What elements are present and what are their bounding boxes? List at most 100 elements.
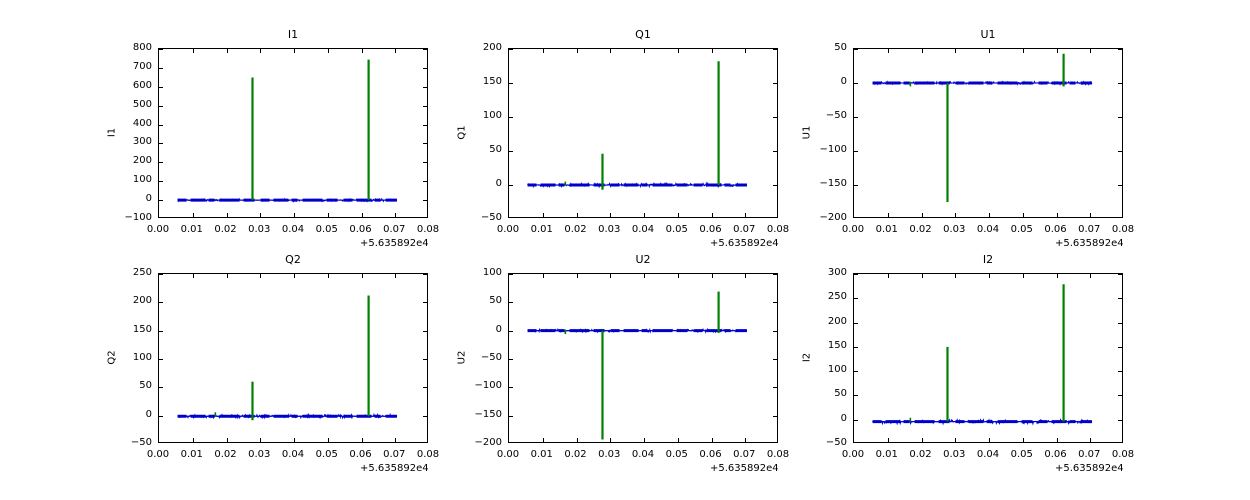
x-tick-mark-top	[989, 274, 990, 278]
x-tick-mark	[542, 213, 544, 217]
x-tick-mark	[989, 213, 990, 217]
y-tick-mark-right	[773, 117, 777, 118]
x-tick-mark-top	[1090, 274, 1092, 278]
x-tick-mark	[361, 213, 363, 217]
x-tick-label: 0.04	[631, 224, 655, 235]
x-tick-label: 0.02	[214, 224, 237, 235]
y-tick-mark-right	[773, 302, 777, 304]
x-tick-label: 0.03	[248, 224, 271, 235]
x-tick-mark	[192, 213, 194, 217]
x-axis-offset-text: +5.635892e4	[360, 463, 429, 474]
y-tick-label: 300	[132, 136, 152, 148]
y-tick-label: 100	[132, 352, 152, 363]
x-tick-label: 0.01	[180, 449, 203, 460]
x-tick-label: 0.06	[1044, 224, 1067, 235]
x-tick-mark-top	[294, 274, 295, 278]
x-tick-mark	[361, 438, 363, 442]
x-tick-label: 0.00	[841, 224, 865, 235]
y-tick-mark-right	[773, 49, 777, 50]
y-tick-label: 500	[132, 98, 152, 110]
subplot-title: Q1	[635, 28, 651, 41]
y-tick-mark-right	[773, 359, 777, 360]
x-tick-label: 0.02	[909, 224, 932, 235]
axes-frame	[853, 273, 1123, 443]
y-tick-label: 200	[827, 315, 847, 327]
x-tick-mark	[610, 213, 612, 217]
x-tick-mark-top	[226, 274, 228, 278]
y-tick-mark	[509, 330, 513, 332]
x-tick-label: 0.05	[315, 449, 338, 460]
y-tick-label: 200	[132, 295, 152, 307]
y-tick-mark-right	[1118, 395, 1122, 397]
y-tick-mark-right	[423, 274, 427, 275]
y-tick-label: −100	[819, 144, 847, 155]
y-tick-mark	[854, 185, 858, 186]
x-tick-mark	[327, 213, 329, 217]
data-series-layer	[872, 53, 1093, 202]
x-tick-mark-top	[1090, 49, 1092, 53]
x-tick-mark	[955, 438, 957, 442]
data-series-layer	[177, 59, 397, 203]
x-tick-label: 0.06	[349, 449, 372, 460]
axes-frame	[158, 48, 428, 218]
x-tick-mark-top	[610, 49, 612, 53]
subplot-q2: Q2 −50 0 50 100 150 200 250 Q2 0.00 0.01 0.02 0.03 0.…	[107, 253, 440, 474]
y-tick-label: −50	[130, 437, 152, 448]
x-tick-label: 0.04	[281, 224, 305, 235]
x-tick-label: 0.04	[976, 449, 1000, 460]
x-tick-label: 0.07	[383, 449, 406, 460]
y-tick-mark-right	[423, 143, 427, 145]
y-tick-label: 100	[482, 110, 502, 121]
x-tick-label: 0.00	[496, 224, 520, 235]
x-tick-label: 0.06	[1044, 449, 1067, 460]
y-tick-mark	[854, 346, 858, 348]
x-tick-label: 0.08	[1111, 449, 1135, 460]
y-tick-mark-right	[423, 181, 427, 183]
y-tick-mark	[854, 298, 858, 300]
subplot-i1: I1 −100 0 100 200 300 400 500 600 700 800 I1 0.00 0.0…	[107, 28, 440, 249]
y-tick-mark	[159, 143, 163, 145]
y-tick-mark	[509, 387, 513, 389]
y-tick-mark-right	[423, 359, 427, 360]
y-tick-label: −150	[819, 178, 847, 189]
y-tick-label: 50	[834, 388, 847, 400]
x-tick-label: 0.05	[665, 449, 688, 460]
x-tick-mark-top	[711, 49, 713, 53]
x-tick-mark-top	[989, 49, 990, 53]
x-tick-mark-top	[955, 49, 957, 53]
x-tick-mark-top	[226, 49, 228, 53]
y-tick-label: 0	[495, 323, 502, 335]
x-axis-offset-text: +5.635892e4	[710, 238, 779, 249]
x-tick-mark	[395, 438, 397, 442]
y-axis-label: I1	[106, 127, 118, 138]
x-tick-mark	[294, 438, 295, 442]
x-tick-mark-top	[327, 274, 329, 278]
y-tick-mark-right	[773, 151, 777, 152]
y-tick-mark	[509, 117, 513, 118]
x-tick-mark-top	[921, 49, 923, 53]
x-tick-label: 0.07	[733, 449, 756, 460]
x-tick-mark	[887, 213, 889, 217]
axes-frame	[853, 48, 1123, 218]
y-tick-mark	[854, 322, 858, 324]
x-tick-mark	[644, 438, 645, 442]
y-tick-label: −200	[819, 212, 847, 223]
x-tick-label: 0.03	[598, 449, 621, 460]
y-tick-mark-right	[423, 200, 427, 202]
axes-frame	[508, 273, 778, 443]
x-tick-label: 0.06	[699, 224, 722, 235]
x-tick-label: 0.08	[1111, 224, 1135, 235]
y-tick-label: −150	[474, 408, 502, 420]
x-tick-mark	[1022, 213, 1024, 217]
x-tick-mark-top	[955, 274, 957, 278]
x-tick-label: 0.03	[248, 449, 271, 460]
y-tick-mark-right	[1118, 371, 1122, 373]
y-tick-mark	[854, 49, 858, 50]
y-tick-mark	[509, 83, 513, 84]
data-series-layer	[527, 61, 748, 190]
axes-frame	[508, 48, 778, 218]
x-tick-mark	[260, 438, 262, 442]
x-tick-mark-top	[260, 49, 262, 53]
y-tick-label: −200	[474, 437, 502, 448]
subplot-u1: U1 −200 −150 −100 −50 0 50 U1 0.00 0.01 0.02 0.03 0.…	[802, 28, 1135, 249]
